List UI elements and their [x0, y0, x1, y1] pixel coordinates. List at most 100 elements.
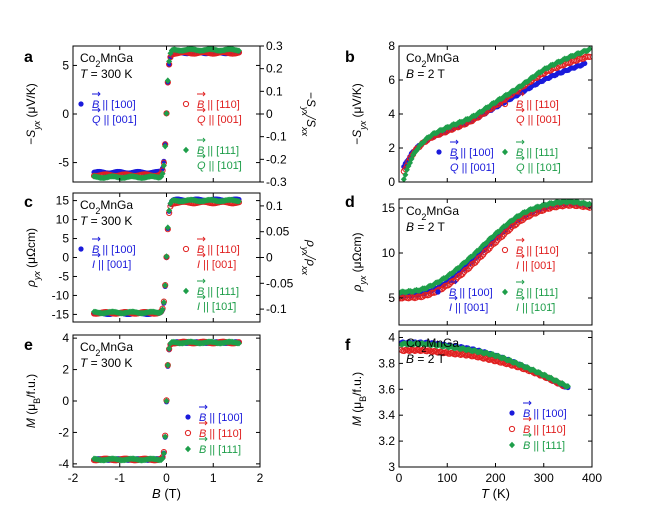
panel-label: a	[24, 49, 33, 66]
text-part: || [110]	[204, 244, 239, 256]
text-part: || [001]	[95, 259, 131, 271]
data-point	[510, 216, 517, 224]
data-point	[484, 246, 492, 253]
text-part: 2	[95, 348, 100, 358]
data-point	[457, 272, 465, 279]
text-part: MnGa	[100, 198, 133, 212]
text-part: B	[523, 440, 530, 452]
data-point	[476, 246, 483, 253]
text-part: || [100]	[530, 408, 566, 420]
y2-tick-label: -0.1	[266, 130, 287, 144]
data-point	[235, 47, 242, 54]
legend-marker	[184, 429, 192, 437]
x-tick-label: -1	[114, 471, 125, 485]
data-point	[167, 200, 174, 207]
legend-marker	[501, 100, 509, 108]
legend-entry: B || [100]	[185, 404, 243, 424]
vector-arrow-icon	[197, 153, 206, 159]
legend-text: Q || [001]	[450, 162, 495, 174]
legend-marker	[508, 425, 516, 433]
data-point	[166, 62, 172, 68]
y2-tick-label: 0.1	[266, 199, 283, 213]
vector-arrow-icon	[523, 400, 532, 406]
y-tick-label: 4	[62, 331, 69, 345]
x-tick-label: 2	[257, 471, 264, 485]
vector-arrow-icon	[92, 91, 101, 97]
vector-arrow-icon	[516, 91, 525, 97]
data-group	[90, 196, 243, 318]
text-part: B	[449, 287, 456, 299]
text-part: (μ	[350, 402, 364, 416]
text-part: || [001]	[200, 259, 236, 271]
data-group	[399, 339, 571, 391]
y-tick-label: 3.2	[378, 434, 395, 448]
text-part: T	[80, 214, 89, 228]
legend-entry: B || [100] Q || [001]	[78, 91, 137, 126]
y-tick-label: 10	[56, 213, 70, 227]
text-part: 2	[421, 344, 426, 354]
vector-arrow-icon	[197, 236, 206, 242]
text-part: (K)	[489, 486, 510, 501]
data-point	[166, 345, 173, 352]
legend-text: B || [110]	[516, 99, 559, 111]
text-part: Co	[80, 340, 96, 354]
vector-arrow-icon	[450, 139, 459, 145]
data-point	[420, 138, 427, 146]
text-part: || [100]	[99, 244, 135, 256]
legend-entry: B || [111] Q || [101̄]	[183, 137, 242, 172]
y-tick-label: -2	[58, 425, 69, 439]
legend-entry: B || [110] I || [001]	[182, 236, 240, 271]
data-point	[454, 274, 461, 281]
text-part: I	[516, 302, 519, 314]
y-tick-label: 2	[388, 141, 395, 155]
vector-arrow-icon	[516, 155, 525, 161]
text-part: yx	[358, 120, 368, 131]
text-part: Co	[406, 204, 422, 218]
text-part: ρ	[24, 280, 38, 288]
text-part: || [111]	[530, 440, 565, 452]
data-point	[505, 219, 512, 227]
data-point	[505, 227, 512, 234]
legend-text: B || [111]	[197, 145, 239, 157]
series-green	[400, 46, 592, 182]
y2-tick-label: -0.3	[266, 175, 287, 189]
panel-label: d	[345, 194, 355, 211]
legend-text: B || [100]	[450, 147, 494, 159]
y-tick-label: 15	[56, 194, 70, 208]
series-green	[399, 339, 571, 390]
data-point	[558, 57, 565, 65]
text-part: xx	[300, 265, 310, 276]
x-tick-label: 0	[163, 471, 170, 485]
legend-text: B || [100]	[523, 408, 567, 420]
x-tick-label: -2	[68, 471, 79, 485]
data-point	[478, 243, 485, 251]
vector-arrow-icon	[450, 155, 459, 161]
text-part: T	[481, 486, 490, 501]
text-part: || [101̄]	[206, 160, 242, 172]
legend-marker	[435, 289, 441, 295]
condition-title: B = 2 T	[406, 352, 445, 366]
text-part: (μΩcm)	[24, 228, 38, 271]
y2-axis-label: ρyx/ρxx	[300, 239, 318, 276]
legend-text: Q || [101̄]	[516, 162, 561, 174]
legend-text: I || [101̄]	[516, 302, 555, 314]
legend-entry: B || [110] I || [001]	[501, 237, 559, 272]
legend-text: B || [110]	[516, 245, 559, 257]
legend-entry: B || [100] I || [001]	[78, 236, 136, 271]
data-point	[478, 253, 485, 260]
text-part: I	[197, 301, 200, 313]
text-part: = 2 T	[414, 220, 445, 234]
legend-marker	[436, 149, 442, 155]
data-point	[564, 383, 571, 390]
text-part: Co	[80, 198, 96, 212]
data-point	[162, 143, 169, 150]
condition-title: B = 2 T	[406, 67, 445, 81]
panel-label: e	[24, 337, 33, 354]
vector-arrow-icon	[197, 252, 206, 258]
data-point	[546, 63, 553, 70]
data-point	[475, 255, 482, 262]
text-part: M	[24, 418, 38, 428]
y-tick-label: 5	[62, 58, 69, 72]
series-green	[91, 196, 242, 317]
